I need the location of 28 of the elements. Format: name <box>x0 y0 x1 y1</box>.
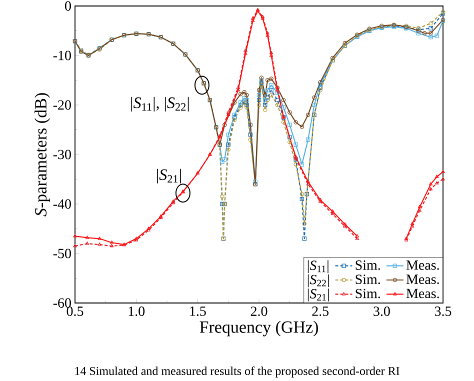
legend-label: Sim. <box>356 260 380 270</box>
y-tick-label: -60 <box>53 298 71 308</box>
annotation: |S$_{22}$| <box>308 274 329 288</box>
text: 14 Simulated and measured results of the proposed second-order RI <box>75 366 400 378</box>
y-tick-label: -20 <box>53 100 71 110</box>
x-tick-label: 2.0 <box>250 306 268 316</box>
x-tick-label: 3.0 <box>374 306 390 316</box>
x-tick-label: 2.5 <box>312 306 329 316</box>
y-tick-label: -50 <box>53 248 71 258</box>
annotation: |S$_{21}$| <box>157 168 181 184</box>
annotation: |S$_{11}$| <box>308 260 328 273</box>
y-tick-label: -40 <box>53 199 71 209</box>
x-tick-label: 1.0 <box>128 306 145 316</box>
x-tick-label: 1.5 <box>190 306 206 316</box>
legend-label: Meas. <box>406 288 439 298</box>
x-tick-label: 0.5 <box>66 306 84 316</box>
legend-label: Sim. <box>356 274 380 284</box>
annotation: |S$_{21}$| <box>308 288 329 302</box>
legend-label: Sim. <box>356 288 380 298</box>
x-axis-title: Frequency (GHz) <box>200 320 318 336</box>
annotation: |S$_{11}$|, |S$_{22}$| <box>131 96 189 112</box>
y-tick-label: 0 <box>65 1 71 11</box>
y-tick-label: -10 <box>53 50 71 60</box>
x-tick-label: 3.5 <box>434 306 452 316</box>
y-axis-title: S-parameters (dB) <box>34 93 50 216</box>
legend-label: Meas. <box>406 260 439 270</box>
y-tick-label: -30 <box>53 150 71 160</box>
legend-label: Meas. <box>406 274 439 284</box>
